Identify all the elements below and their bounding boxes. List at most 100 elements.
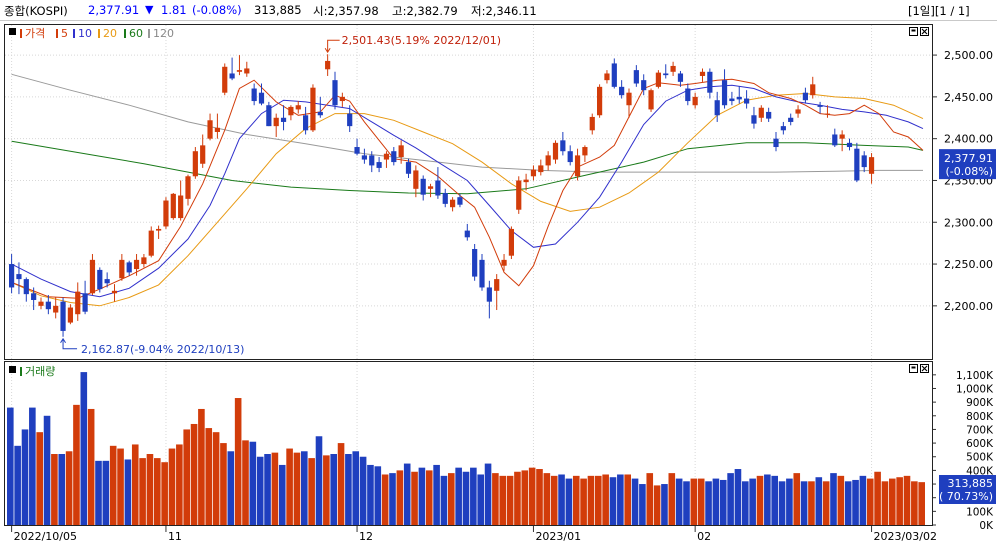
price-tick-label: 2,400.00 [944,133,993,146]
legend-price[interactable]: 가격 [25,27,45,40]
candle-body [156,228,162,231]
candle-body [538,165,544,173]
volume-tick-label: 1,100K [956,370,994,382]
volume-bar [271,452,279,525]
volume-bar [330,454,337,525]
candle [317,96,323,118]
volume-bar [837,475,845,525]
volume-bar [536,469,543,525]
candle-body [9,264,15,288]
volume-bar [617,474,624,525]
candle-body [325,60,331,70]
legend-ma120[interactable]: 120 [153,27,174,40]
candle [303,106,309,135]
volume-tick-label: 100K [966,506,994,518]
volume-panel-buttons [909,364,929,373]
ma5-line [11,78,924,299]
volume-tick-label: 0K [979,520,994,532]
candle [156,225,162,239]
candle [670,61,676,76]
candle [516,176,522,214]
volume-bar [521,470,529,525]
volume-tick-label: 500K [966,452,994,464]
candle-body [251,88,257,102]
candle-body [420,178,426,195]
candle [347,105,353,132]
low-arrow-icon [60,337,78,350]
legend-volume[interactable]: 거래량 [25,365,55,378]
close-icon [921,28,928,35]
current-price-box [939,149,996,180]
open-price: 시:2,357.98 [313,4,379,18]
high-annotation-text: 2,501.43(5.19% 2022/12/01) [342,34,501,47]
volume-bar [543,473,551,525]
candle [861,151,867,173]
volume-bar [506,475,514,525]
legend-ma60[interactable]: 60 [129,27,143,40]
candle-body [472,249,478,277]
volume-bar [697,478,705,525]
candle [868,153,875,184]
candle [795,105,801,118]
candle [89,254,96,295]
candle-body [788,117,794,122]
candle-body [200,145,206,164]
candle [31,287,37,311]
low-annotation-text: 2,162.87(-9.04% 2022/10/13) [81,343,244,356]
candle-body [222,66,228,93]
candle [383,151,390,168]
current-volume-box [939,475,996,504]
volume-bar [73,404,80,525]
legend-swatch-ma120 [148,29,150,38]
legend-ma20[interactable]: 20 [103,27,117,40]
volume-bar [874,471,881,525]
candle [464,223,470,241]
price-tick-label: 2,250.00 [944,258,993,271]
candle [354,138,360,156]
candle-body [413,170,419,189]
volume-bar [572,475,580,525]
volume-bar [705,481,712,525]
volume-bar [242,440,249,525]
candle [435,167,441,199]
volume-bar [43,415,51,525]
volume-bar [154,458,161,525]
quote-header-bar: 종합(KOSPI) 2,377.91 ▼ 1.81 (-0.08%) 313,8… [0,0,997,21]
low-annotation: 2,162.87(-9.04% 2022/10/13) [60,337,244,356]
candle-body [868,157,875,174]
index-name[interactable]: 종합(KOSPI) [4,4,68,18]
candle-body [104,279,110,284]
candle [802,87,808,104]
candle [744,90,750,109]
candle-body [597,86,603,116]
candle-body [75,291,81,315]
period-page-indicator[interactable]: [1일][1 / 1] [908,4,970,18]
legend-swatch-ma5 [56,29,58,38]
candle [222,63,228,96]
candle-body [574,155,581,177]
candle [611,58,617,89]
candle [266,101,272,127]
legend-ma10[interactable]: 10 [78,27,92,40]
volume-bar [234,398,242,525]
candle-body [619,86,625,96]
volume-bar [492,473,499,525]
candle-body [552,142,559,160]
minimize-icon [911,366,916,369]
current-price: 2,377.91 [88,3,140,17]
volume-bar [815,477,823,525]
legend-ma5[interactable]: 5 [61,27,68,40]
trade-volume: 313,885 [254,3,302,17]
candle-body [751,115,757,124]
candle-body [229,73,235,79]
volume-bar [359,456,367,525]
candle [16,262,22,295]
candle [148,226,154,258]
volume-bar [565,478,573,525]
candle-body [133,259,140,270]
volume-tick-label: 400K [966,465,994,477]
volume-bar [183,429,190,525]
candle-body [670,65,676,72]
candle-body [641,80,647,91]
candle [339,92,345,107]
